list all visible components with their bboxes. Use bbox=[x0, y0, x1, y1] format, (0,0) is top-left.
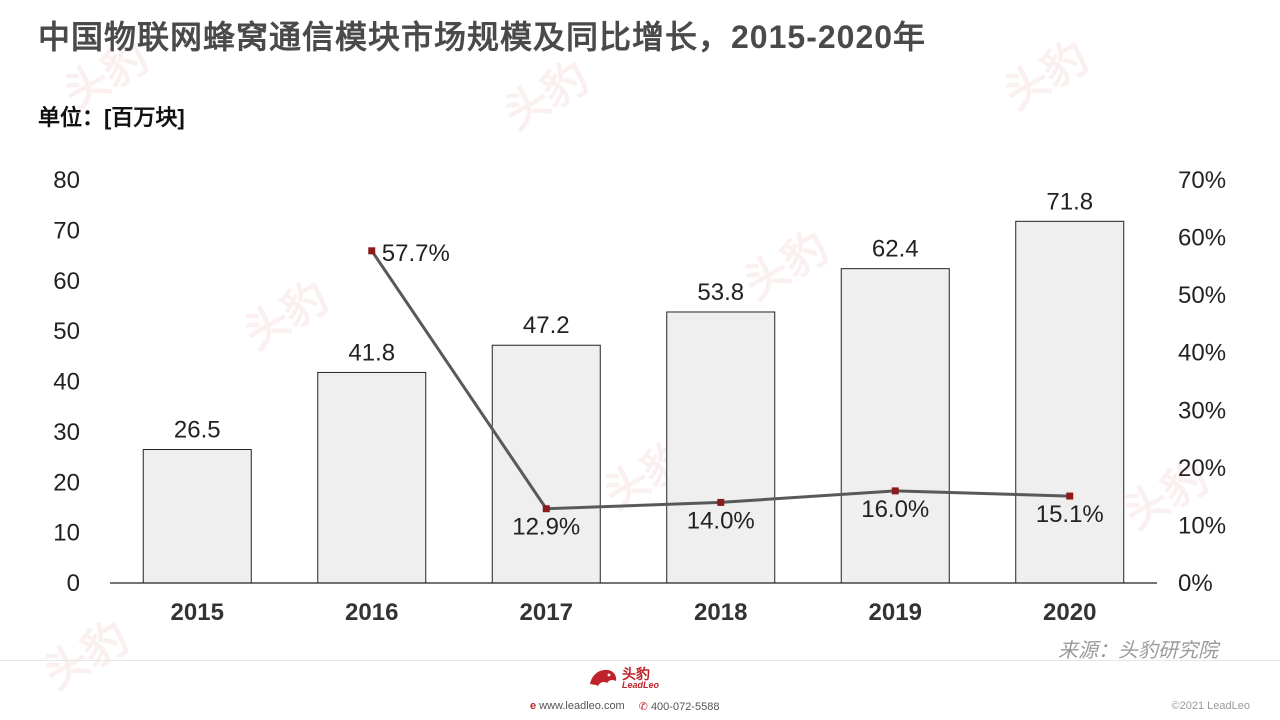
bar-value-label: 47.2 bbox=[523, 312, 570, 339]
y-axis-tick-label: 80 bbox=[53, 167, 80, 194]
y2-axis-tick-label: 50% bbox=[1178, 282, 1226, 309]
leopard-logo-icon bbox=[590, 669, 617, 686]
x-axis-tick-label: 2016 bbox=[345, 599, 398, 626]
x-axis-tick-label: 2019 bbox=[869, 599, 922, 626]
phone-text: 400-072-5588 bbox=[650, 701, 720, 713]
y2-axis-tick-label: 10% bbox=[1178, 512, 1226, 539]
bar bbox=[1015, 220, 1125, 584]
y2-axis-tick-label: 60% bbox=[1178, 225, 1226, 252]
source-note: 来源：头豹研究院 bbox=[1058, 640, 1218, 662]
y2-axis-tick-label: 70% bbox=[1178, 167, 1226, 194]
growth-marker bbox=[891, 487, 899, 495]
logo-text-en: LeadLeo bbox=[622, 679, 660, 690]
growth-marker bbox=[717, 498, 725, 506]
growth-marker bbox=[368, 247, 376, 255]
bar bbox=[317, 371, 427, 584]
website-text: www.leadleo.com bbox=[539, 700, 625, 712]
y-axis-tick-label: 60 bbox=[53, 268, 80, 295]
y2-axis-tick-label: 30% bbox=[1178, 397, 1226, 424]
logo-text-cn: 头豹 bbox=[622, 665, 650, 682]
growth-value-label: 16.0% bbox=[861, 496, 929, 523]
bar-value-label: 62.4 bbox=[872, 236, 919, 263]
growth-marker bbox=[542, 505, 550, 513]
y-axis-tick-label: 50 bbox=[53, 318, 80, 345]
y-axis-tick-label: 10 bbox=[53, 520, 80, 547]
bar-value-label: 53.8 bbox=[697, 279, 744, 306]
unit-label: 单位：[百万块] bbox=[38, 105, 185, 130]
footer-links: e www.leadleo.com ✆ 400-072-5588 bbox=[530, 700, 719, 713]
copyright: ©2021 LeadLeo bbox=[1171, 700, 1250, 712]
y-axis-tick-label: 0 bbox=[67, 570, 80, 597]
footer-logo: 头豹 LeadLeo bbox=[588, 666, 659, 690]
growth-value-label: 14.0% bbox=[687, 507, 755, 534]
y-axis-tick-label: 40 bbox=[53, 369, 80, 396]
x-axis-tick-label: 2020 bbox=[1043, 599, 1096, 626]
y2-axis-tick-label: 0% bbox=[1178, 570, 1213, 597]
y-axis-tick-label: 20 bbox=[53, 469, 80, 496]
y-axis-tick-label: 30 bbox=[53, 419, 80, 446]
growth-marker bbox=[1066, 492, 1074, 500]
bar bbox=[666, 311, 776, 584]
bar-value-label: 71.8 bbox=[1046, 188, 1093, 215]
footer-divider bbox=[0, 660, 1280, 661]
growth-value-label: 12.9% bbox=[512, 514, 580, 541]
phone-info: ✆ 400-072-5588 bbox=[639, 700, 720, 713]
growth-value-label: 57.7% bbox=[382, 240, 450, 267]
y2-axis-tick-label: 20% bbox=[1178, 455, 1226, 482]
bar bbox=[840, 268, 950, 584]
x-axis-tick-label: 2018 bbox=[694, 599, 747, 626]
website-link[interactable]: e www.leadleo.com bbox=[530, 700, 625, 713]
page-title: 中国物联网蜂窝通信模块市场规模及同比增长，2015-2020年 bbox=[38, 19, 927, 55]
y2-axis-tick-label: 40% bbox=[1178, 340, 1226, 367]
bar bbox=[142, 449, 252, 584]
web-icon: e bbox=[530, 700, 537, 712]
bar-value-label: 41.8 bbox=[348, 339, 395, 366]
x-axis-tick-label: 2017 bbox=[520, 599, 573, 626]
phone-icon: ✆ bbox=[638, 701, 648, 713]
x-axis-tick-label: 2015 bbox=[171, 599, 224, 626]
bar-value-label: 26.5 bbox=[174, 417, 221, 444]
y-axis-tick-label: 70 bbox=[53, 217, 80, 244]
growth-value-label: 15.1% bbox=[1036, 501, 1104, 528]
bar bbox=[491, 344, 601, 584]
